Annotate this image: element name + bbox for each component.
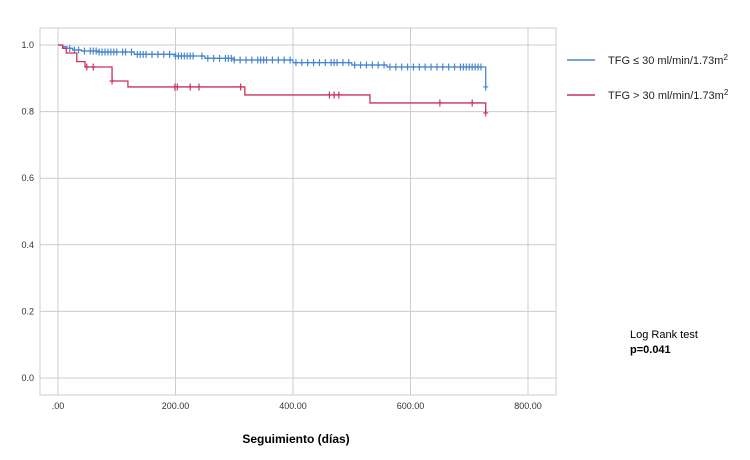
- censor-mark: [114, 48, 120, 56]
- censor-mark: [440, 63, 446, 71]
- grid: [39, 27, 557, 396]
- x-tick-label: .00: [52, 401, 65, 411]
- censor-mark: [311, 59, 317, 67]
- censor-mark: [167, 50, 173, 58]
- censor-mark: [305, 59, 311, 67]
- censor-mark: [109, 77, 115, 85]
- x-tick-labels: .00 200.00 400.00 600.00 800.00: [52, 401, 542, 411]
- censor-mark: [336, 91, 342, 99]
- censor-mark: [410, 63, 416, 71]
- y-tick-label: 0.8: [21, 107, 34, 117]
- censor-mark: [264, 56, 270, 64]
- censor-mark: [155, 50, 161, 58]
- censor-mark: [228, 54, 234, 62]
- censor-mark: [211, 54, 217, 62]
- legend-label-tfg-gt30: TFG > 30 ml/min/1.73m2: [608, 88, 729, 102]
- censor-mark: [399, 63, 405, 71]
- censor-mark: [358, 61, 364, 69]
- censor-mark: [196, 83, 202, 91]
- y-tick-labels: 0.0 0.2 0.4 0.6 0.8 1.0: [21, 40, 34, 383]
- x-tick-label: 400.00: [279, 401, 307, 411]
- censor-mark: [269, 56, 275, 64]
- censor-mark: [149, 50, 155, 58]
- censor-mark: [76, 46, 82, 54]
- censor-mark: [322, 59, 328, 67]
- censor-mark: [199, 52, 205, 60]
- censor-mark: [393, 63, 399, 71]
- x-axis-label: Seguimiento (días): [242, 432, 349, 446]
- y-tick-label: 0.4: [21, 240, 34, 250]
- censor-mark: [387, 63, 393, 71]
- censor-mark: [187, 83, 193, 91]
- censor-mark: [469, 99, 475, 107]
- censor-mark: [237, 56, 243, 64]
- censor-mark: [331, 91, 337, 99]
- censor-mark: [483, 109, 489, 117]
- censor-mark: [161, 50, 167, 58]
- survival-curves: [58, 44, 489, 117]
- censor-mark: [352, 61, 358, 69]
- censor-mark: [67, 44, 73, 52]
- censor-mark: [190, 52, 196, 60]
- series-tfg-gt30: [58, 44, 489, 117]
- censor-mark: [123, 48, 129, 56]
- y-tick-label: 0.2: [21, 306, 34, 316]
- p-value: p=0.041: [630, 344, 671, 356]
- censor-mark: [238, 83, 244, 91]
- log-rank-label: Log Rank test: [630, 329, 698, 341]
- censor-mark: [375, 61, 381, 69]
- censor-mark: [346, 59, 352, 67]
- censor-mark: [93, 47, 99, 55]
- censor-mark: [217, 54, 223, 62]
- censor-mark: [434, 63, 440, 71]
- censor-mark: [316, 59, 322, 67]
- censor-mark: [381, 61, 387, 69]
- censor-mark: [275, 56, 281, 64]
- censor-mark: [340, 59, 346, 67]
- censor-mark: [478, 63, 484, 71]
- censor-mark: [143, 50, 149, 58]
- censor-mark: [428, 63, 434, 71]
- censor-mark: [90, 63, 96, 71]
- censor-mark: [437, 99, 443, 107]
- y-tick-label: 0.6: [21, 173, 34, 183]
- censor-mark: [281, 56, 287, 64]
- censor-mark: [287, 56, 293, 64]
- censor-mark: [231, 56, 237, 64]
- censor-mark: [483, 83, 489, 91]
- survival-step-line: [58, 44, 487, 113]
- censor-mark: [326, 91, 332, 99]
- censor-mark: [205, 54, 211, 62]
- censor-mark: [446, 63, 452, 71]
- y-tick-label: 1.0: [21, 40, 34, 50]
- censor-mark: [174, 83, 180, 91]
- legend-label-tfg-le30: TFG ≤ 30 ml/min/1.73m2: [608, 53, 728, 67]
- censor-mark: [416, 63, 422, 71]
- censor-mark: [334, 59, 340, 67]
- series-tfg-le30: [58, 44, 489, 91]
- plot-frame: [39, 27, 557, 396]
- censor-mark: [363, 61, 369, 69]
- censor-mark: [452, 63, 458, 71]
- x-tick-label: 200.00: [162, 401, 190, 411]
- censor-mark: [369, 61, 375, 69]
- x-tick-label: 800.00: [514, 401, 542, 411]
- censor-mark: [81, 47, 87, 55]
- censor-mark: [243, 56, 249, 64]
- legend: TFG ≤ 30 ml/min/1.73m2 TFG > 30 ml/min/1…: [567, 53, 729, 102]
- censor-mark: [299, 59, 305, 67]
- censor-mark: [128, 48, 134, 56]
- y-tick-label: 0.0: [21, 373, 34, 383]
- x-tick-label: 600.00: [397, 401, 425, 411]
- censor-mark: [249, 56, 255, 64]
- censor-mark: [405, 63, 411, 71]
- censor-mark: [84, 63, 90, 71]
- censor-mark: [422, 63, 428, 71]
- censor-mark: [293, 59, 299, 67]
